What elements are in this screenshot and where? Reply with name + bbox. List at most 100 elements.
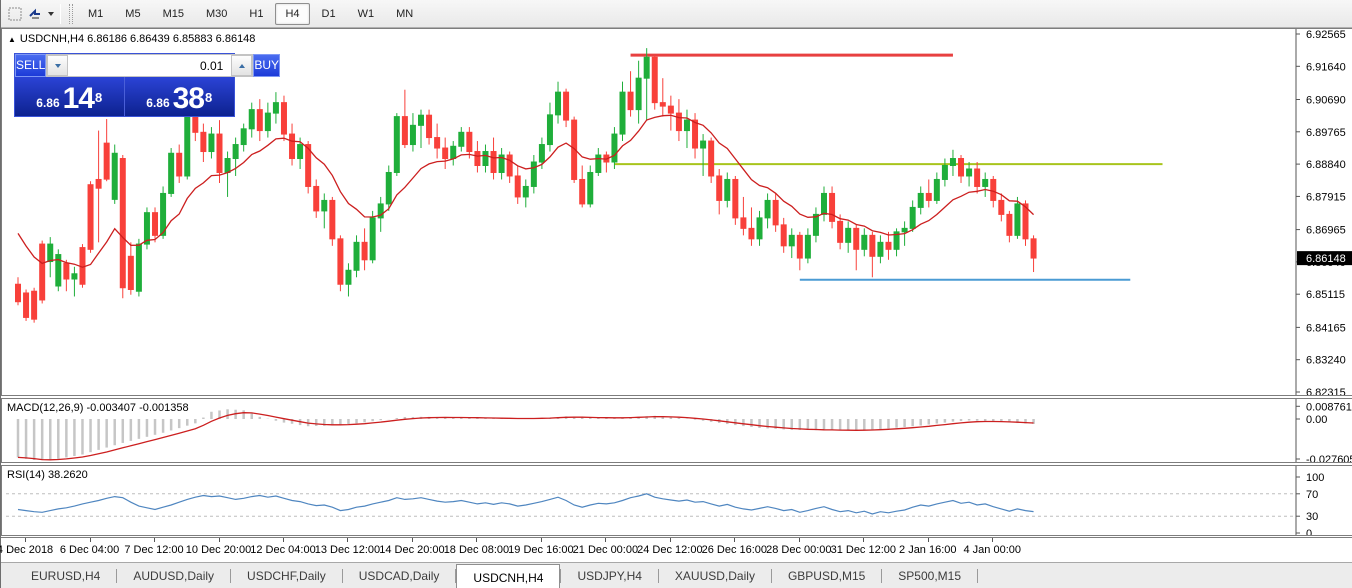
quote-close: 6.86148 xyxy=(215,33,256,45)
timeframe-button-m5[interactable]: M5 xyxy=(125,7,141,20)
chart-tab-usdcad[interactable]: USDCAD,Daily xyxy=(358,569,440,583)
tab-separator xyxy=(116,569,118,583)
svg-text:6.85115: 6.85115 xyxy=(1306,289,1345,301)
time-label: 31 Dec 12:00 xyxy=(830,544,897,556)
svg-text:6.86965: 6.86965 xyxy=(1306,225,1346,237)
price-chart-panel[interactable]: 6.92565 6.91640 6.90690 6.89765 6.88840 6.879… xyxy=(1,28,1352,396)
time-tick xyxy=(347,538,349,542)
svg-text:0.00: 0.00 xyxy=(1306,414,1327,426)
macd-signal-value: -0.001358 xyxy=(139,402,189,414)
chart-symbol-label: USDCNH,H4 xyxy=(19,33,85,45)
volume-increase-button[interactable] xyxy=(231,55,253,76)
chart-tab-gbpusd[interactable]: GBPUSD,M15 xyxy=(787,569,866,583)
svg-text:6.83240: 6.83240 xyxy=(1306,355,1346,367)
svg-text:6.84165: 6.84165 xyxy=(1306,322,1346,334)
sell-price-sup: 8 xyxy=(95,90,103,105)
tab-separator xyxy=(881,569,883,583)
timeframe-button-h1[interactable]: H1 xyxy=(249,7,264,20)
time-tick xyxy=(734,538,736,542)
time-label: 24 Dec 12:00 xyxy=(637,544,703,556)
timeframe-button-group: M1 M5 M15 M30 H1 H4 D1 W1 MN xyxy=(77,2,424,25)
svg-text:6.86148: 6.86148 xyxy=(1306,253,1346,265)
svg-text:6.89765: 6.89765 xyxy=(1306,127,1346,139)
svg-text:100: 100 xyxy=(1306,472,1324,484)
time-label: 4 Jan 00:00 xyxy=(963,544,1022,556)
time-label: 6 Dec 04:00 xyxy=(59,544,120,556)
buy-price-sup: 8 xyxy=(205,90,213,105)
tab-separator xyxy=(455,569,457,583)
svg-text:30: 30 xyxy=(1306,511,1318,523)
tab-separator xyxy=(341,569,343,583)
time-label: 2 Jan 16:00 xyxy=(899,544,957,556)
time-tick xyxy=(218,538,220,542)
tab-separator xyxy=(560,569,562,583)
macd-label: MACD(12,26,9) -0.003407 -0.001358 xyxy=(7,402,189,414)
volume-input[interactable] xyxy=(68,55,232,76)
time-tick xyxy=(282,538,284,542)
svg-text:6.88840: 6.88840 xyxy=(1306,159,1346,171)
macd-indicator-panel: 0.008761 0.00 -0.027605 MACD(12,26,9) -0.0… xyxy=(1,398,1352,463)
rsi-value: 38.2620 xyxy=(47,469,88,481)
time-tick xyxy=(540,538,542,542)
time-label: 10 Dec 20:00 xyxy=(185,544,252,556)
time-tick xyxy=(798,538,800,542)
rsi-canvas: 100 70 30 0 xyxy=(6,466,1324,535)
time-label: 18 Dec 08:00 xyxy=(443,544,510,556)
time-label: 26 Dec 16:00 xyxy=(701,544,768,556)
chart-tab-eurusd[interactable]: EURUSD,H4 xyxy=(31,569,101,583)
time-label: 19 Dec 16:00 xyxy=(508,544,574,556)
sell-price-small: 6.86 xyxy=(36,96,60,110)
chart-tab-xauusd[interactable]: XAUUSD,Daily xyxy=(674,569,755,583)
svg-text:6.87915: 6.87915 xyxy=(1306,191,1346,203)
svg-text:6.91640: 6.91640 xyxy=(1306,61,1346,73)
toolbar-separator xyxy=(60,3,61,24)
time-label: 28 Dec 00:00 xyxy=(766,544,832,556)
timeframe-button-m15[interactable]: M15 xyxy=(162,7,184,20)
chart-tab-usdchf[interactable]: USDCHF,Daily xyxy=(247,569,326,583)
tab-separator xyxy=(230,569,232,583)
time-tick xyxy=(605,538,607,542)
volume-decrease-button[interactable] xyxy=(47,55,69,76)
time-tick xyxy=(927,538,929,542)
svg-text:6.92565: 6.92565 xyxy=(1306,29,1346,41)
time-label: 12 Dec 04:00 xyxy=(250,544,316,556)
chart-tabs-bar: EURUSD,H4 AUDUSD,Daily USDCHF,Daily USDCAD,… xyxy=(1,562,1352,588)
tab-separator xyxy=(977,569,979,583)
svg-text:70: 70 xyxy=(1306,489,1318,501)
chart-window-icon[interactable] xyxy=(6,5,24,23)
collapse-marker-icon[interactable]: ▲ xyxy=(8,35,16,44)
time-label: 14 Dec 20:00 xyxy=(379,544,445,556)
timeframe-button-m1[interactable]: M1 xyxy=(88,7,104,20)
candlestick-chart-canvas[interactable]: 6.92565 6.91640 6.90690 6.89765 6.88840 6.879… xyxy=(2,29,1352,395)
time-tick xyxy=(476,538,478,542)
svg-text:0: 0 xyxy=(1306,528,1312,535)
sell-price-quote[interactable]: 6.86 14 8 xyxy=(15,77,125,116)
chart-tab-usdjpy[interactable]: USDJPY,H4 xyxy=(577,569,642,583)
sell-button[interactable]: SELL xyxy=(15,54,47,77)
chart-tab-audusd[interactable]: AUDUSD,Daily xyxy=(133,569,215,583)
time-tick xyxy=(25,538,27,542)
timeframe-button-w1[interactable]: W1 xyxy=(357,7,375,20)
tile-windows-icon[interactable] xyxy=(26,5,44,23)
time-tick xyxy=(669,538,671,542)
chart-tab-usdcnh[interactable]: USDCNH,H4 xyxy=(456,564,561,588)
svg-text:6.90690: 6.90690 xyxy=(1306,94,1346,106)
time-axis[interactable]: 4 Dec 2018 6 Dec 04:00 7 Dec 12:00 10 Dec 2… xyxy=(0,537,1352,562)
timeframe-button-mn[interactable]: MN xyxy=(396,7,414,20)
time-tick xyxy=(411,538,413,542)
time-tick xyxy=(863,538,865,542)
buy-price-small: 6.86 xyxy=(146,96,170,110)
chart-tab-sp500[interactable]: SP500,M15 xyxy=(898,569,962,583)
timeframe-button-d1[interactable]: D1 xyxy=(321,7,336,20)
svg-text:-0.027605: -0.027605 xyxy=(1306,454,1352,462)
timeframe-button-h4[interactable]: H4 xyxy=(275,2,310,25)
timeframe-button-m30[interactable]: M30 xyxy=(205,7,228,20)
time-label: 13 Dec 12:00 xyxy=(314,544,381,556)
buy-price-quote[interactable]: 6.86 38 8 xyxy=(124,77,234,116)
time-label: 21 Dec 00:00 xyxy=(572,544,639,556)
buy-button[interactable]: BUY xyxy=(253,54,281,77)
toolbar-dropdown-caret[interactable] xyxy=(48,11,54,16)
